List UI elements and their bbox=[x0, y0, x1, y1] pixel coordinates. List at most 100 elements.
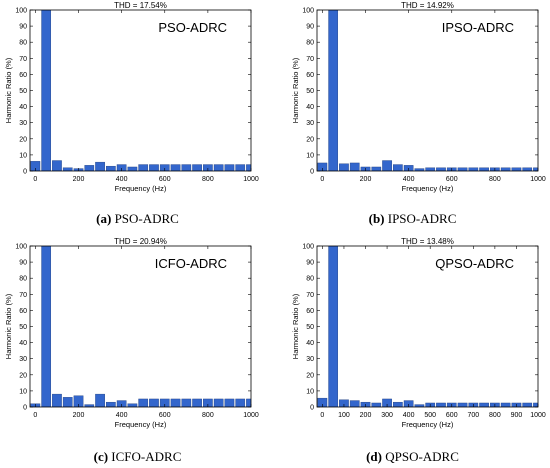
x-tick-label: 600 bbox=[159, 176, 171, 183]
x-tick-label: 500 bbox=[424, 412, 436, 419]
caption-a: (a) PSO-ADRC bbox=[96, 211, 179, 226]
bar bbox=[62, 397, 73, 407]
x-tick-label: 400 bbox=[403, 176, 415, 183]
x-tick-label: 100 bbox=[338, 412, 350, 419]
y-tick-label: 70 bbox=[19, 292, 27, 299]
chart-title: THD = 17.54% bbox=[114, 1, 167, 10]
bar bbox=[425, 167, 436, 171]
bar bbox=[224, 164, 235, 171]
x-axis-label: Frequency (Hz) bbox=[115, 184, 167, 193]
bar bbox=[170, 398, 181, 407]
bar bbox=[500, 402, 511, 407]
x-axis-label: Frequency (Hz) bbox=[402, 184, 454, 193]
y-tick-label: 50 bbox=[306, 88, 314, 95]
y-tick-label: 0 bbox=[23, 405, 27, 412]
plot-area bbox=[30, 10, 251, 171]
x-tick-label: 1000 bbox=[530, 412, 546, 419]
bar bbox=[192, 164, 202, 171]
bar bbox=[479, 167, 489, 171]
bar bbox=[149, 398, 159, 407]
bar bbox=[457, 402, 468, 407]
chart-title: THD = 14.92% bbox=[401, 1, 454, 10]
x-tick-label: 1000 bbox=[243, 412, 259, 419]
y-tick-label: 10 bbox=[306, 388, 314, 395]
y-tick-label: 80 bbox=[19, 40, 27, 47]
bars bbox=[30, 10, 251, 171]
y-tick-label: 20 bbox=[306, 136, 314, 143]
x-tick-label: 600 bbox=[446, 412, 458, 419]
y-tick-label: 0 bbox=[310, 405, 314, 412]
bar bbox=[246, 398, 251, 407]
bar bbox=[339, 163, 349, 171]
x-tick-label: 600 bbox=[159, 412, 171, 419]
x-tick-label: 0 bbox=[33, 176, 37, 183]
y-tick-label: 30 bbox=[306, 120, 314, 127]
series-label: IPSO-ADRC bbox=[442, 20, 514, 35]
y-tick-label: 90 bbox=[306, 24, 314, 31]
x-tick-label: 900 bbox=[511, 412, 523, 419]
bar bbox=[95, 393, 105, 407]
bar bbox=[213, 398, 224, 407]
bar bbox=[127, 403, 138, 407]
bar bbox=[127, 166, 138, 171]
y-tick-label: 40 bbox=[306, 340, 314, 347]
y-tick-label: 30 bbox=[19, 120, 27, 127]
bar bbox=[170, 164, 181, 171]
bar bbox=[181, 164, 192, 171]
y-tick-label: 50 bbox=[306, 324, 314, 331]
x-tick-label: 400 bbox=[116, 176, 128, 183]
plot-area bbox=[317, 246, 538, 407]
y-tick-label: 90 bbox=[306, 260, 314, 267]
bar bbox=[500, 167, 511, 171]
y-axis-label: Harmonic Ratio (%) bbox=[291, 57, 300, 123]
y-tick-label: 30 bbox=[19, 356, 27, 363]
bar bbox=[84, 165, 95, 171]
y-tick-label: 10 bbox=[19, 388, 27, 395]
bar bbox=[511, 167, 522, 171]
bar bbox=[349, 400, 360, 407]
y-tick-label: 10 bbox=[306, 152, 314, 159]
bar bbox=[457, 167, 468, 171]
y-tick-label: 100 bbox=[15, 8, 27, 15]
bar bbox=[138, 164, 149, 171]
bar bbox=[414, 168, 425, 171]
y-tick-label: 70 bbox=[19, 56, 27, 63]
x-tick-label: 400 bbox=[116, 412, 128, 419]
series-label: PSO-ADRC bbox=[158, 20, 227, 35]
y-tick-label: 20 bbox=[306, 372, 314, 379]
bar bbox=[159, 398, 170, 407]
y-tick-label: 0 bbox=[310, 169, 314, 176]
x-axis-label: Frequency (Hz) bbox=[402, 420, 454, 429]
y-tick-label: 50 bbox=[19, 88, 27, 95]
y-tick-label: 50 bbox=[19, 324, 27, 331]
caption-c: (c) ICFO-ADRC bbox=[93, 449, 182, 464]
y-tick-label: 60 bbox=[19, 308, 27, 315]
y-tick-label: 60 bbox=[306, 72, 314, 79]
x-tick-label: 600 bbox=[446, 176, 458, 183]
bar bbox=[138, 398, 149, 407]
y-tick-label: 80 bbox=[19, 276, 27, 283]
x-tick-label: 1000 bbox=[243, 176, 259, 183]
plot-area bbox=[317, 10, 538, 171]
bar bbox=[203, 398, 213, 407]
bar bbox=[371, 166, 382, 171]
y-tick-label: 90 bbox=[19, 260, 27, 267]
bar bbox=[436, 167, 446, 171]
bar bbox=[73, 395, 84, 407]
x-tick-label: 0 bbox=[33, 412, 37, 419]
x-tick-label: 1000 bbox=[530, 176, 546, 183]
x-tick-label: 800 bbox=[489, 412, 501, 419]
y-axis-label: Harmonic Ratio (%) bbox=[4, 57, 13, 123]
x-tick-label: 700 bbox=[467, 412, 479, 419]
bar bbox=[349, 162, 360, 171]
y-tick-label: 70 bbox=[306, 292, 314, 299]
chart-title: THD = 20.94% bbox=[114, 237, 167, 246]
bar bbox=[181, 398, 192, 407]
x-tick-label: 200 bbox=[73, 412, 85, 419]
y-tick-label: 90 bbox=[19, 24, 27, 31]
bar bbox=[371, 402, 382, 407]
